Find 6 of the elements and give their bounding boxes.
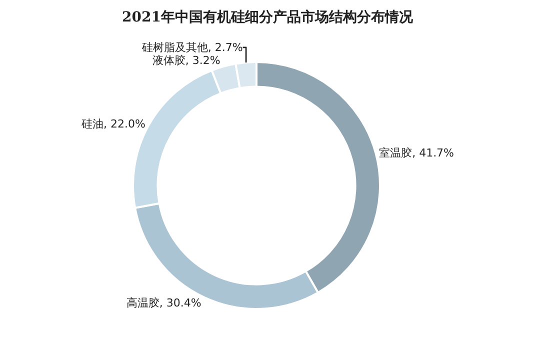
slice-label: 硅油, 22.0% — [80, 117, 146, 130]
slice-label: 液体胶, 3.2% — [152, 54, 220, 67]
slice-label: 高温胶, 30.4% — [126, 296, 202, 310]
chart-title: 2021年中国有机硅细分产品市场结构分布情况 — [122, 8, 414, 26]
slice-label: 室温胶, 41.7% — [379, 146, 454, 160]
slice-label: 硅树脂及其他, 2.7% — [140, 40, 243, 54]
